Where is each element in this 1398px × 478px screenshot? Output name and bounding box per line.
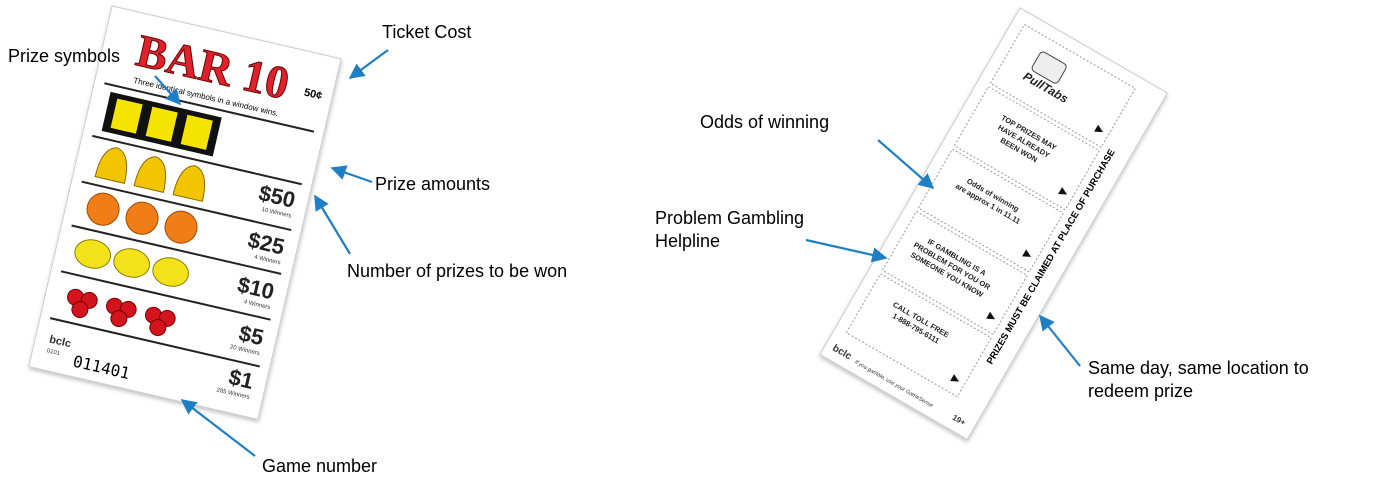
annotation: Game number	[262, 456, 377, 476]
arrow	[350, 50, 388, 78]
annotation: Odds of winning	[700, 112, 829, 132]
arrow	[878, 140, 933, 188]
annotation: Number of prizes to be won	[347, 261, 567, 281]
annotation: Problem Gambling Helpline	[655, 208, 804, 251]
annotation-line: Helpline	[655, 231, 720, 251]
annotation-line: Problem Gambling	[655, 208, 804, 228]
arrow	[315, 196, 350, 254]
annotation: Prize amounts	[375, 174, 490, 194]
diagram: BAR 10 50¢ Three identical symbols in a …	[0, 0, 1398, 478]
annotation-line: redeem prize	[1088, 381, 1193, 401]
arrow	[1040, 316, 1080, 366]
arrow	[332, 168, 372, 182]
annotation: Ticket Cost	[382, 22, 471, 42]
arrow	[806, 240, 886, 258]
page: BAR 10 50¢ Three identical symbols in a …	[0, 0, 1398, 478]
annotation: Same day, same location to redeem prize	[1088, 358, 1309, 401]
annotation-line: Same day, same location to	[1088, 358, 1309, 378]
annotation: Prize symbols	[8, 46, 120, 66]
front-ticket: BAR 10 50¢ Three identical symbols in a …	[29, 6, 341, 419]
